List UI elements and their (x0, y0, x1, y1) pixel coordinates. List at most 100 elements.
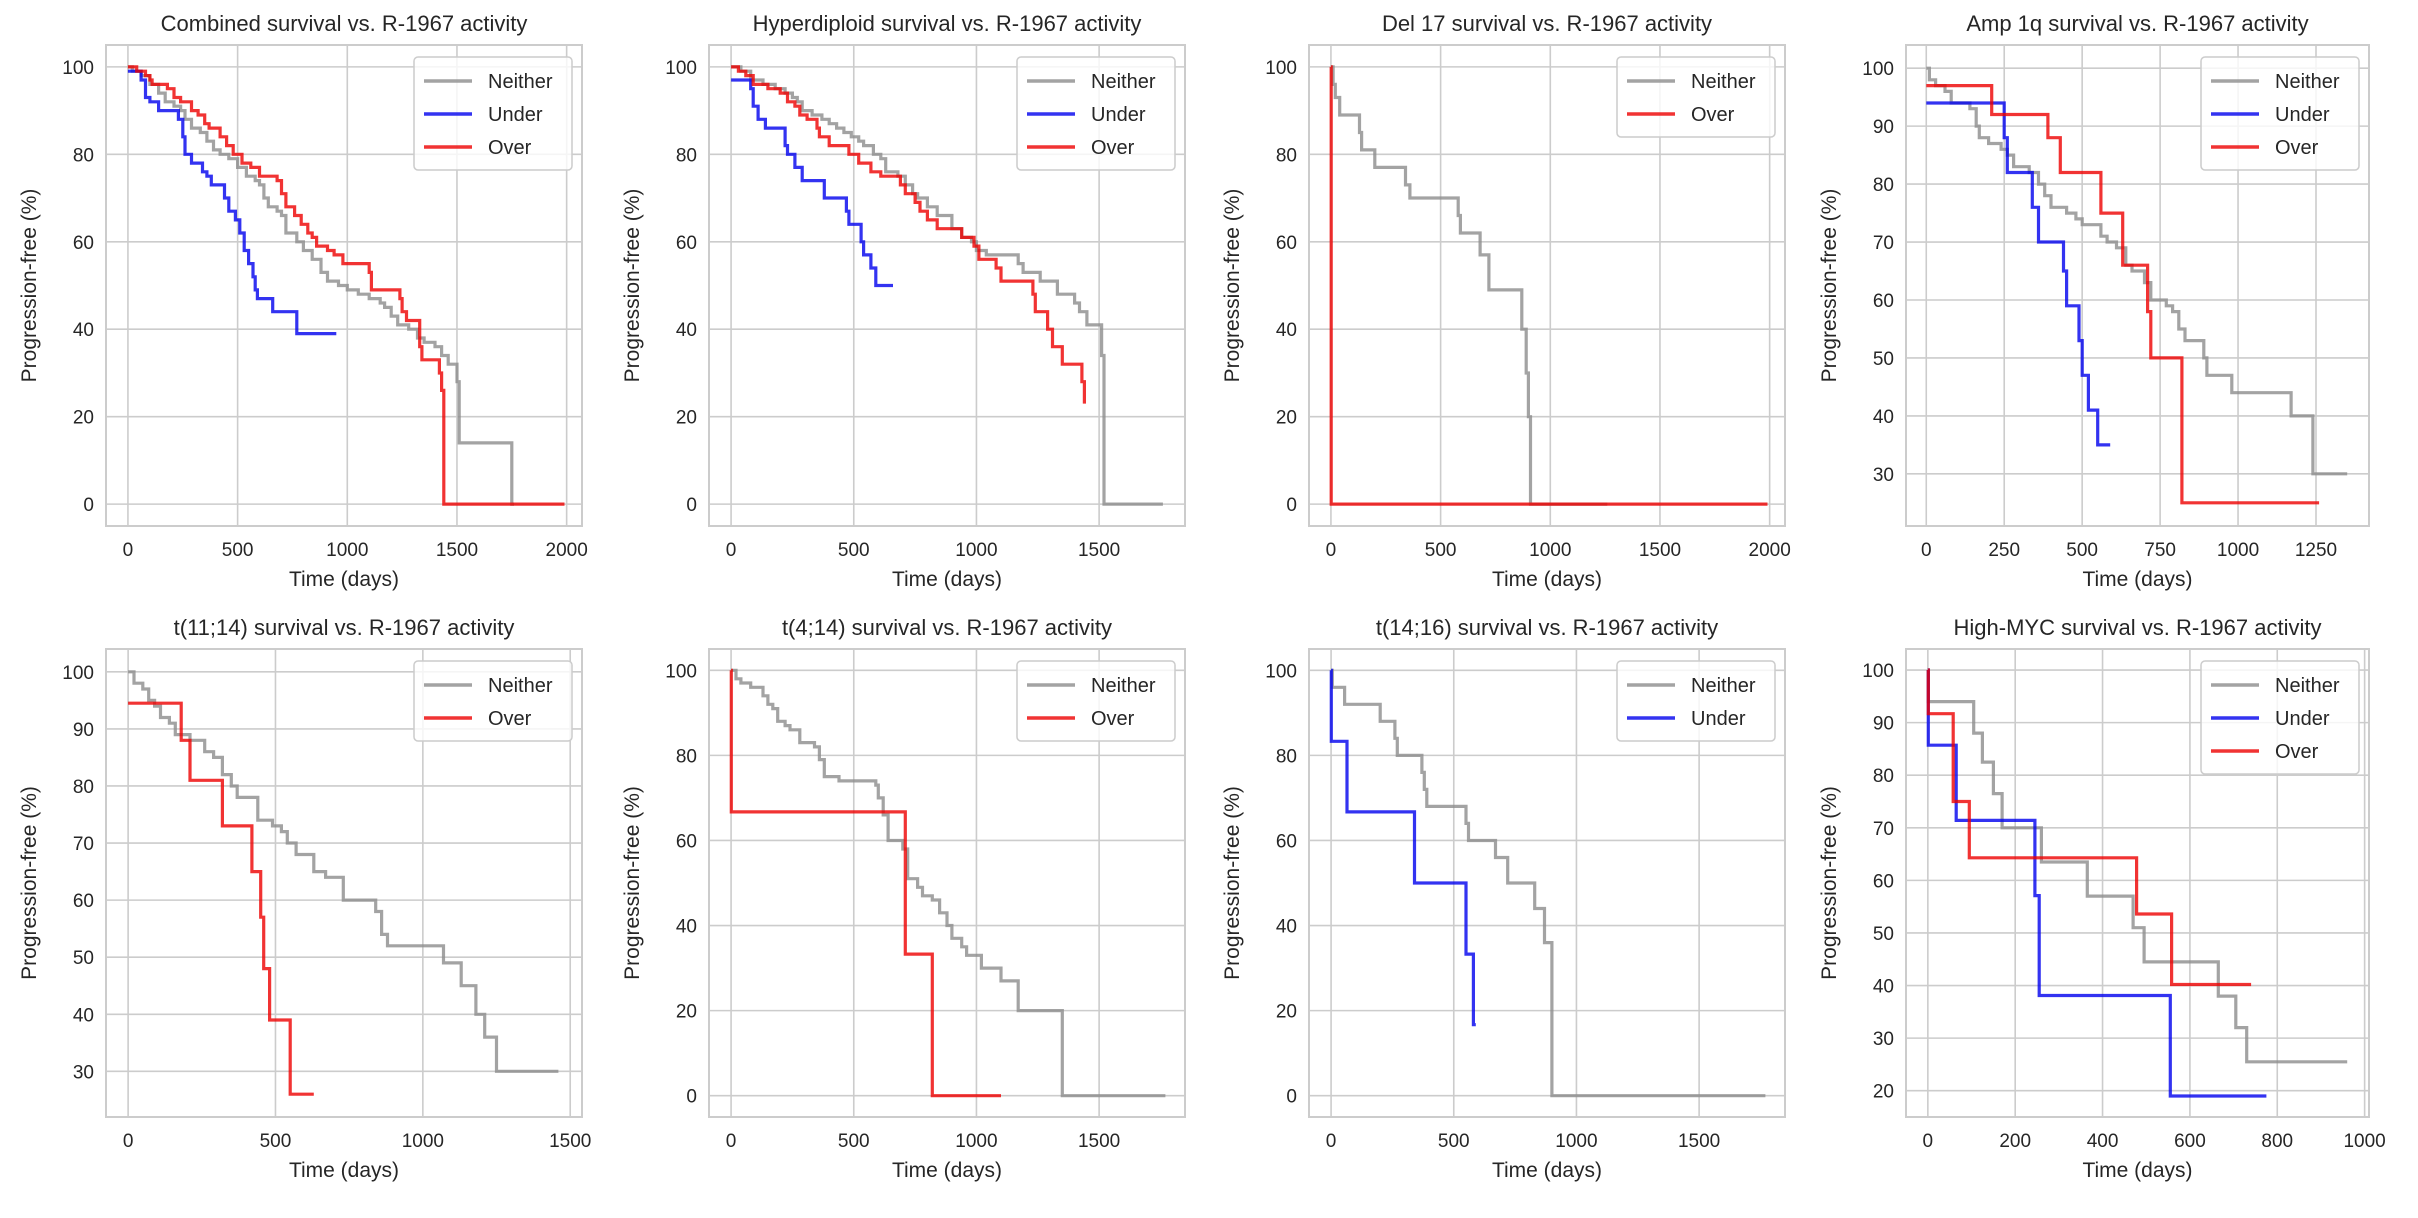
y-axis-label: Progression-free (%) (1818, 786, 1841, 980)
legend-label-over: Over (1691, 104, 1735, 126)
y-axis-label: Progression-free (%) (18, 189, 41, 383)
legend: Neither Under Over (1016, 56, 1176, 171)
legend-label-neither: Neither (2275, 675, 2340, 697)
legend-label-neither: Neither (488, 675, 553, 697)
y-axis-label: Progression-free (%) (621, 786, 644, 980)
series-line-over (1926, 84, 2320, 505)
axes-frame (1905, 44, 2370, 527)
chart-title: t(11;14) survival vs. R-1967 activity (174, 615, 515, 640)
x-tick-label: 800 (2261, 1131, 2293, 1152)
x-tick-label: 1000 (402, 1131, 444, 1152)
y-tick-label: 60 (1873, 871, 1894, 892)
x-tick-label: 2000 (1749, 540, 1791, 561)
legend-label-under: Under (2275, 104, 2330, 126)
series-line-neither (1330, 65, 1608, 506)
series-line-neither (1926, 668, 2348, 1064)
x-tick-label: 0 (1326, 1131, 1337, 1152)
y-tick-label: 0 (83, 495, 94, 516)
series-line-over (1926, 668, 2252, 987)
y-tick-label: 50 (1873, 349, 1894, 370)
y-axis-label: Progression-free (%) (18, 786, 41, 980)
legend-box (1616, 56, 1776, 138)
y-tick-label: 60 (1276, 831, 1297, 852)
y-tick-label: 100 (1862, 661, 1894, 682)
x-tick-label: 1000 (955, 1131, 997, 1152)
chart-panel-6: 0 500 1000 1500 0 20 40 60 80 100 t(4;14) survival… (621, 615, 1186, 1182)
y-axis-label: Progression-free (%) (1818, 189, 1841, 383)
axes-frame (708, 44, 1186, 527)
legend: Neither Under Over (2200, 660, 2360, 775)
y-tick-label: 80 (73, 145, 94, 166)
x-axis-label: Time (days) (2082, 568, 2192, 591)
series-line-under (1926, 101, 2111, 447)
chart-title: Amp 1q survival vs. R-1967 activity (1966, 11, 2308, 36)
x-tick-label: 0 (1921, 540, 1932, 561)
legend: Neither Over (1616, 56, 1776, 138)
y-tick-label: 100 (665, 58, 697, 79)
legend-box (2200, 56, 2360, 171)
y-tick-label: 60 (676, 831, 697, 852)
axes-frame (708, 648, 1186, 1118)
x-tick-label: 1500 (1639, 540, 1681, 561)
x-tick-label: 1500 (1678, 1131, 1720, 1152)
y-tick-label: 0 (1286, 495, 1297, 516)
legend-label-over: Over (488, 708, 532, 730)
y-tick-label: 20 (73, 408, 94, 429)
axes-frame (1905, 648, 2370, 1118)
y-axis-label: Progression-free (%) (1221, 786, 1244, 980)
series-line-neither (1330, 668, 1766, 1098)
x-tick-label: 1500 (1078, 1131, 1120, 1152)
series-line-over (127, 65, 565, 506)
y-tick-label: 70 (1873, 233, 1894, 254)
y-tick-label: 90 (1873, 714, 1894, 735)
x-tick-label: 500 (2066, 540, 2098, 561)
x-tick-label: 500 (222, 540, 254, 561)
y-tick-label: 90 (73, 720, 94, 741)
legend-label-under: Under (1091, 104, 1146, 126)
y-tick-label: 20 (1873, 1082, 1894, 1103)
y-tick-label: 80 (676, 746, 697, 767)
axes-frame (1308, 44, 1786, 527)
x-tick-label: 1250 (2295, 540, 2337, 561)
legend-label-over: Over (1091, 708, 1135, 730)
series-line-over (1329, 65, 1768, 506)
series-line-over (731, 65, 1086, 404)
legend: Neither Over (413, 660, 573, 742)
y-tick-label: 80 (73, 777, 94, 798)
legend-label-neither: Neither (1691, 675, 1756, 697)
legend-label-neither: Neither (2275, 71, 2340, 93)
y-axis-label: Progression-free (%) (1221, 189, 1244, 383)
legend-label-under: Under (1691, 708, 1746, 730)
series-line-neither (731, 668, 1166, 1098)
x-axis-label: Time (days) (892, 1159, 1002, 1182)
y-tick-label: 100 (1265, 58, 1297, 79)
chart-panel-5: 0 500 1000 1500 30 40 50 60 70 80 90 100 t(11;14) su… (18, 615, 591, 1182)
y-tick-label: 60 (1873, 291, 1894, 312)
y-tick-label: 40 (1873, 977, 1894, 998)
chart-panel-1: 0 500 1000 1500 2000 0 20 40 60 80 100 Combined sur… (18, 11, 588, 591)
x-tick-label: 500 (1438, 1131, 1470, 1152)
legend-label-under: Under (488, 104, 543, 126)
x-tick-label: 1000 (326, 540, 368, 561)
axes-frame (105, 648, 583, 1118)
chart-panel-2: 0 500 1000 1500 0 20 40 60 80 100 Hyperdiploid sur… (621, 11, 1186, 591)
y-tick-label: 20 (1276, 408, 1297, 429)
chart-title: Del 17 survival vs. R-1967 activity (1382, 11, 1712, 36)
y-tick-label: 60 (73, 891, 94, 912)
chart-title: High-MYC survival vs. R-1967 activity (1954, 615, 2322, 640)
y-tick-label: 40 (1276, 917, 1297, 938)
y-tick-label: 100 (1862, 59, 1894, 80)
chart-title: t(14;16) survival vs. R-1967 activity (1376, 615, 1718, 640)
y-tick-label: 0 (686, 1087, 697, 1108)
y-tick-label: 80 (1873, 175, 1894, 196)
series-line-under (127, 69, 337, 336)
y-axis-label: Progression-free (%) (621, 189, 644, 383)
y-tick-label: 0 (1286, 1087, 1297, 1108)
chart-panel-4: 0 250 500 750 1000 1250 30 40 50 60 70 80 90 100 Amp 1… (1818, 11, 2370, 591)
x-tick-label: 1000 (955, 540, 997, 561)
legend-box (1616, 660, 1776, 742)
x-axis-label: Time (days) (289, 568, 399, 591)
series-line-under (731, 78, 893, 288)
legend-label-neither: Neither (1691, 71, 1756, 93)
x-tick-label: 500 (1425, 540, 1457, 561)
